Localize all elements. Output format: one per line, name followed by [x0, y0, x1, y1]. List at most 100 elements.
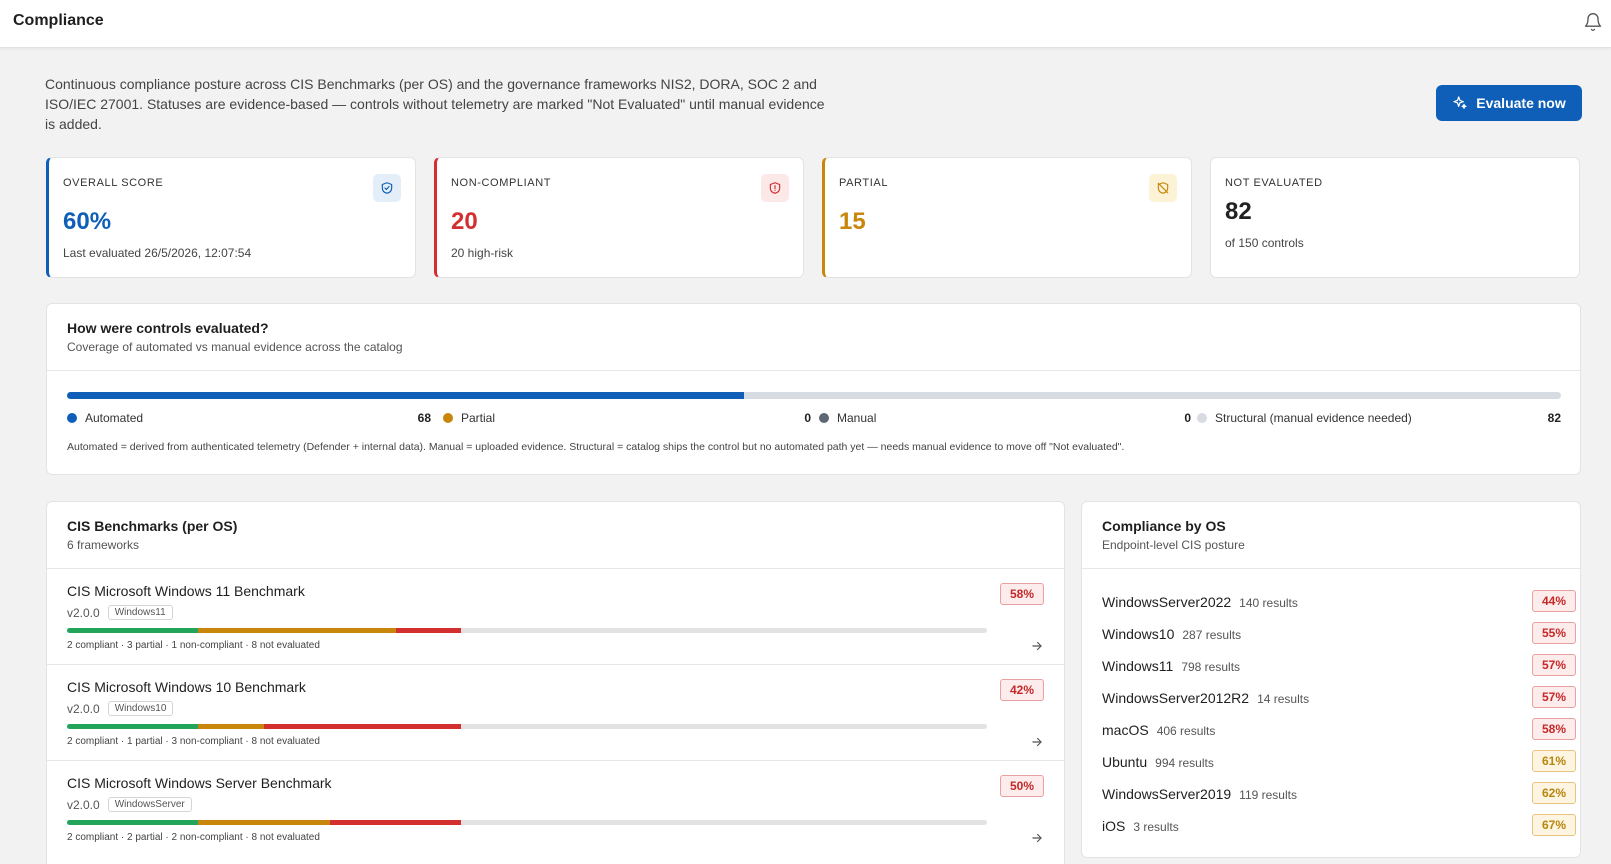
stat-card-non-compliant: NON-COMPLIANT 20 20 high-risk [434, 157, 804, 278]
os-results: 140 results [1239, 596, 1298, 610]
benchmark-version: v2.0.0 [67, 701, 100, 716]
benchmark-score-badge: 58% [1000, 583, 1044, 605]
legend-label: Manual [837, 411, 877, 425]
shield-check-icon [373, 174, 401, 202]
os-name: Windows10 [1102, 626, 1175, 642]
os-name: Windows11 [1102, 658, 1174, 674]
benchmark-version: v2.0.0 [67, 797, 100, 812]
benchmark-summary: 2 compliant · 1 partial · 3 non-complian… [67, 736, 320, 747]
benchmark-status-bar [67, 820, 987, 825]
benchmark-version: v2.0.0 [67, 605, 100, 620]
stat-card-overall-score: OVERALL SCORE 60% Last evaluated 26/5/20… [46, 157, 416, 278]
os-name: WindowsServer2022 [1102, 594, 1232, 610]
legend-count: 0 [804, 411, 811, 425]
status-segment-noncompliant [264, 724, 462, 729]
coverage-progress-bar [67, 392, 1561, 399]
stat-card-partial: PARTIAL 15 [822, 157, 1192, 278]
os-row[interactable]: macOS 406 results 58% [1102, 718, 1576, 742]
legend-label: Automated [85, 411, 144, 425]
stat-label: NOT EVALUATED [1225, 177, 1323, 189]
os-row[interactable]: Ubuntu 994 results 61% [1102, 750, 1576, 774]
stat-sub: of 150 controls [1225, 236, 1304, 250]
stat-label: NON-COMPLIANT [451, 177, 552, 189]
os-results: 14 results [1257, 692, 1310, 706]
os-title: Compliance by OS [1102, 518, 1226, 534]
stat-sub: 20 high-risk [451, 246, 514, 260]
coverage-card: How were controls evaluated? Coverage of… [46, 303, 1581, 475]
coverage-note: Automated = derived from authenticated t… [67, 441, 1125, 453]
benchmarks-title: CIS Benchmarks (per OS) [67, 518, 238, 534]
os-score-badge: 57% [1532, 686, 1576, 708]
benchmark-name: CIS Microsoft Windows 11 Benchmark [67, 583, 305, 599]
legend-count: 82 [1547, 411, 1561, 425]
os-score-badge: 62% [1532, 782, 1576, 804]
status-segment-partial [198, 628, 396, 633]
stat-sub: Last evaluated 26/5/2026, 12:07:54 [63, 246, 252, 260]
cis-benchmarks-card: CIS Benchmarks (per OS) 6 frameworks CIS… [46, 501, 1065, 864]
os-score-badge: 61% [1532, 750, 1576, 772]
coverage-title: How were controls evaluated? [67, 320, 269, 336]
status-segment-noncompliant [329, 820, 462, 825]
top-bar: Compliance [0, 0, 1611, 48]
os-tag: Windows11 [107, 605, 173, 620]
os-score-badge: 44% [1532, 590, 1576, 612]
os-subtitle: Endpoint-level CIS posture [1102, 538, 1245, 552]
status-segment-partial [198, 724, 265, 729]
legend-partial: Partial [443, 411, 495, 425]
legend-structural: Structural (manual evidence needed) [1197, 411, 1412, 425]
legend-count: 68 [417, 411, 431, 425]
os-row[interactable]: iOS 3 results 67% [1102, 814, 1576, 838]
os-row[interactable]: Windows10 287 results 55% [1102, 622, 1576, 646]
status-segment-compliant [67, 820, 199, 825]
os-results: 994 results [1155, 756, 1214, 770]
status-segment-partial [198, 820, 330, 825]
legend-label: Partial [461, 411, 496, 425]
status-segment-compliant [67, 724, 199, 729]
stat-label: OVERALL SCORE [63, 177, 164, 189]
legend-label: Structural (manual evidence needed) [1215, 411, 1412, 425]
legend-automated: Automated [67, 411, 143, 425]
coverage-automated-fill [67, 392, 744, 399]
stat-value: 20 [451, 208, 478, 235]
os-results: 287 results [1182, 628, 1242, 642]
arrow-right-icon[interactable] [1030, 735, 1044, 749]
status-segment-compliant [67, 628, 199, 633]
evaluate-now-label: Evaluate now [1476, 95, 1566, 111]
stat-value: 60% [63, 208, 112, 235]
os-row[interactable]: Windows11 798 results 57% [1102, 654, 1576, 678]
benchmark-name: CIS Microsoft Windows 10 Benchmark [67, 679, 306, 695]
os-row[interactable]: WindowsServer2022 140 results 44% [1102, 590, 1576, 614]
os-tag: WindowsServer [107, 797, 192, 812]
page-title: Compliance [13, 12, 104, 29]
os-results: 406 results [1156, 724, 1216, 738]
benchmark-row[interactable]: CIS Microsoft Windows 10 Benchmark v2.0.… [47, 664, 1064, 760]
os-name: macOS [1102, 722, 1149, 738]
bell-icon[interactable] [1583, 12, 1603, 32]
evaluate-now-button[interactable]: Evaluate now [1436, 85, 1582, 121]
benchmark-row[interactable]: CIS Microsoft Windows Server Benchmark v… [47, 760, 1064, 856]
coverage-subtitle: Coverage of automated vs manual evidence… [67, 340, 403, 354]
benchmark-row[interactable]: CIS Microsoft Windows 11 Benchmark v2.0.… [47, 568, 1064, 664]
intro-text: Continuous compliance posture across CIS… [45, 76, 825, 132]
stat-value: 82 [1225, 198, 1252, 225]
arrow-right-icon[interactable] [1030, 639, 1044, 653]
stat-value: 15 [839, 208, 866, 235]
benchmark-status-bar [67, 628, 987, 633]
os-row[interactable]: WindowsServer2012R2 14 results 57% [1102, 686, 1576, 710]
os-tag: Windows10 [107, 701, 174, 716]
os-name: WindowsServer2019 [1102, 786, 1232, 802]
shield-off-icon [1149, 174, 1177, 202]
benchmarks-subtitle: 6 frameworks [67, 538, 140, 552]
os-results: 119 results [1239, 788, 1297, 802]
os-score-badge: 55% [1532, 622, 1576, 644]
stat-card-not-evaluated: NOT EVALUATED 82 of 150 controls [1210, 157, 1580, 278]
os-name: Ubuntu [1102, 754, 1148, 770]
benchmark-status-bar [67, 724, 987, 729]
os-score-badge: 57% [1532, 654, 1576, 676]
arrow-right-icon[interactable] [1030, 831, 1044, 845]
os-score-badge: 58% [1532, 718, 1576, 740]
status-segment-noncompliant [395, 628, 462, 633]
os-row[interactable]: WindowsServer2019 119 results 62% [1102, 782, 1576, 806]
os-name: WindowsServer2012R2 [1102, 690, 1250, 706]
stat-label: PARTIAL [839, 177, 889, 189]
